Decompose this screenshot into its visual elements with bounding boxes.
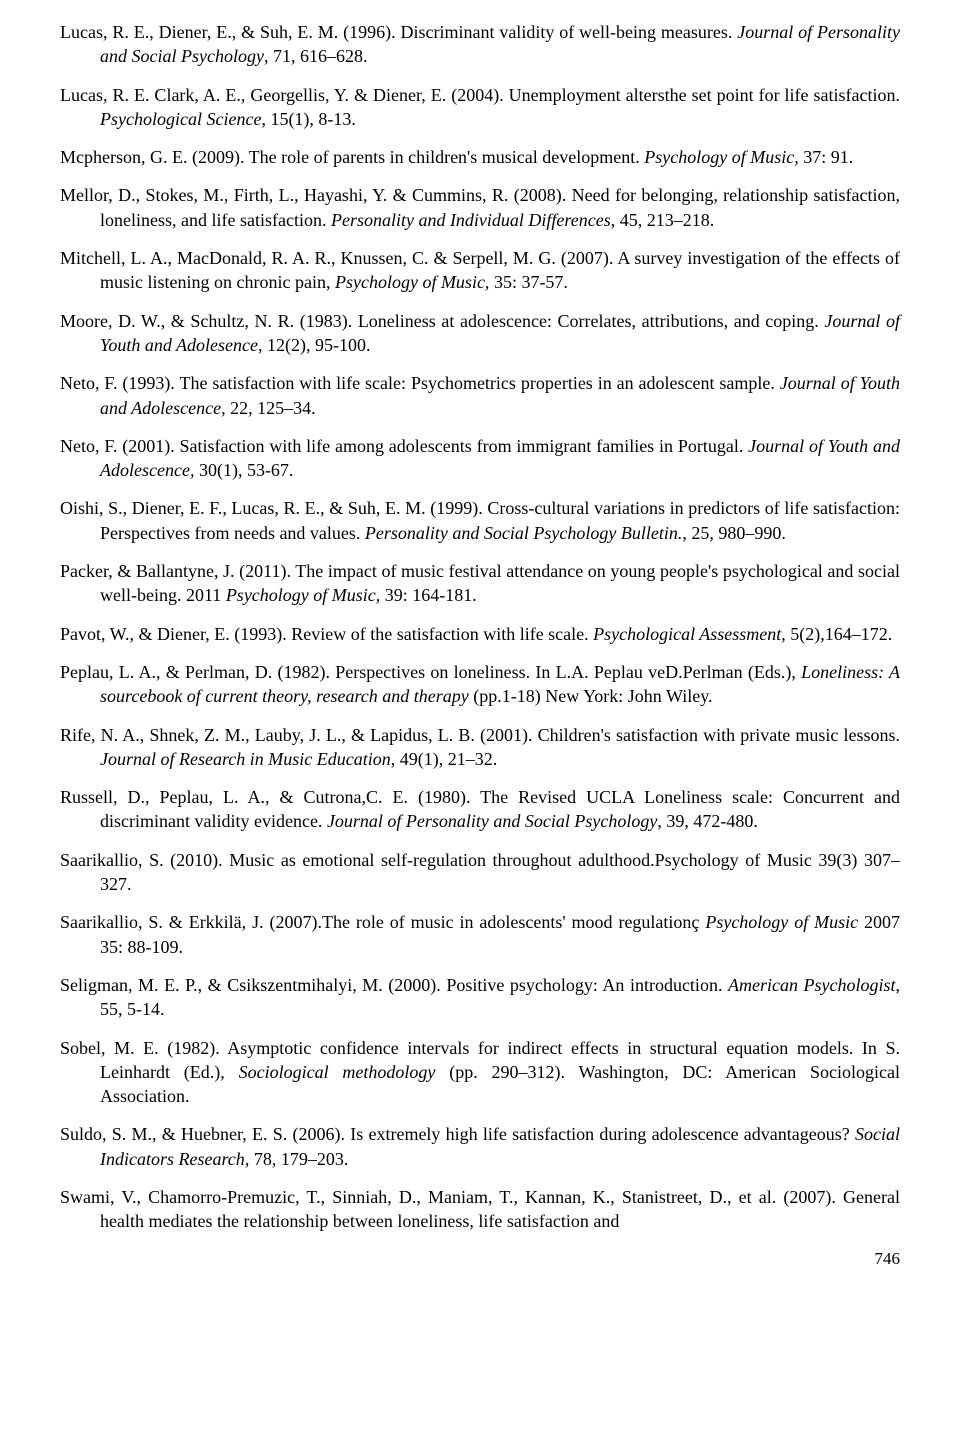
reference-text: Saarikallio, S. (2010). Music as emotion… (60, 850, 900, 894)
reference-journal: Psychological Assessment (593, 624, 781, 644)
reference-journal: American Psychologist (728, 975, 896, 995)
reference-item: Sobel, M. E. (1982). Asymptotic confiden… (60, 1036, 900, 1109)
reference-journal: Psychology of Music, (226, 585, 380, 605)
reference-item: Mellor, D., Stokes, M., Firth, L., Hayas… (60, 183, 900, 232)
reference-item: Mcpherson, G. E. (2009). The role of par… (60, 145, 900, 169)
reference-text: Neto, F. (2001). Satisfaction with life … (60, 436, 748, 456)
reference-journal: Journal of Research in Music Education (100, 749, 391, 769)
reference-item: Seligman, M. E. P., & Csikszentmihalyi, … (60, 973, 900, 1022)
references-list: Lucas, R. E., Diener, E., & Suh, E. M. (… (60, 20, 900, 1234)
reference-text: Pavot, W., & Diener, E. (1993). Review o… (60, 624, 593, 644)
reference-item: Mitchell, L. A., MacDonald, R. A. R., Kn… (60, 246, 900, 295)
reference-journal: Psychological Science (100, 109, 261, 129)
reference-tail: 37: 91. (799, 147, 854, 167)
reference-journal: Journal of Personality and Social Psycho… (327, 811, 657, 831)
reference-text: Saarikallio, S. & Erkkilä, J. (2007).The… (60, 912, 705, 932)
reference-text: Moore, D. W., & Schultz, N. R. (1983). L… (60, 311, 824, 331)
reference-item: Oishi, S., Diener, E. F., Lucas, R. E., … (60, 496, 900, 545)
reference-text: Suldo, S. M., & Huebner, E. S. (2006). I… (60, 1124, 855, 1144)
reference-journal: Psychology of Music (705, 912, 858, 932)
reference-text: Seligman, M. E. P., & Csikszentmihalyi, … (60, 975, 728, 995)
reference-item: Lucas, R. E. Clark, A. E., Georgellis, Y… (60, 83, 900, 132)
reference-item: Suldo, S. M., & Huebner, E. S. (2006). I… (60, 1122, 900, 1171)
reference-tail: 30(1), 53-67. (194, 460, 293, 480)
reference-item: Neto, F. (1993). The satisfaction with l… (60, 371, 900, 420)
reference-item: Saarikallio, S. (2010). Music as emotion… (60, 848, 900, 897)
reference-text: Swami, V., Chamorro-Premuzic, T., Sinnia… (60, 1187, 900, 1231)
reference-item: Swami, V., Chamorro-Premuzic, T., Sinnia… (60, 1185, 900, 1234)
reference-item: Lucas, R. E., Diener, E., & Suh, E. M. (… (60, 20, 900, 69)
page-number: 746 (60, 1248, 900, 1271)
reference-item: Moore, D. W., & Schultz, N. R. (1983). L… (60, 309, 900, 358)
reference-journal: Personality and Individual Differences (331, 210, 611, 230)
reference-tail: (pp.1-18) New York: John Wiley. (469, 686, 713, 706)
reference-journal: Sociological methodology (239, 1062, 436, 1082)
reference-tail: , 15(1), 8-13. (261, 109, 355, 129)
reference-text: Packer, & Ballantyne, J. (2011). The imp… (60, 561, 900, 605)
reference-journal: Psychology of Music, (335, 272, 489, 292)
reference-item: Pavot, W., & Diener, E. (1993). Review o… (60, 622, 900, 646)
reference-item: Packer, & Ballantyne, J. (2011). The imp… (60, 559, 900, 608)
reference-text: Rife, N. A., Shnek, Z. M., Lauby, J. L.,… (60, 725, 900, 745)
reference-item: Saarikallio, S. & Erkkilä, J. (2007).The… (60, 910, 900, 959)
reference-tail: , 49(1), 21–32. (391, 749, 498, 769)
reference-tail: , 25, 980–990. (682, 523, 786, 543)
reference-tail: , 22, 125–34. (221, 398, 316, 418)
reference-journal: Psychology of Music, (644, 147, 798, 167)
reference-item: Neto, F. (2001). Satisfaction with life … (60, 434, 900, 483)
reference-text: Lucas, R. E. Clark, A. E., Georgellis, Y… (60, 85, 900, 105)
reference-item: Peplau, L. A., & Perlman, D. (1982). Per… (60, 660, 900, 709)
reference-journal: Personality and Social Psychology Bullet… (365, 523, 682, 543)
reference-item: Russell, D., Peplau, L. A., & Cutrona,C.… (60, 785, 900, 834)
reference-text: Neto, F. (1993). The satisfaction with l… (60, 373, 780, 393)
reference-tail: , 12(2), 95-100. (258, 335, 370, 355)
reference-item: Rife, N. A., Shnek, Z. M., Lauby, J. L.,… (60, 723, 900, 772)
reference-tail: , 45, 213–218. (611, 210, 715, 230)
reference-tail: , 5(2),164–172. (781, 624, 892, 644)
reference-tail: , 78, 179–203. (245, 1149, 349, 1169)
reference-text: Lucas, R. E., Diener, E., & Suh, E. M. (… (60, 22, 737, 42)
reference-tail: 35: 37-57. (489, 272, 568, 292)
reference-tail: , 71, 616–628. (264, 46, 368, 66)
reference-tail: 39: 164-181. (380, 585, 477, 605)
reference-tail: , 39, 472-480. (657, 811, 758, 831)
reference-text: Peplau, L. A., & Perlman, D. (1982). Per… (60, 662, 801, 682)
reference-text: Mcpherson, G. E. (2009). The role of par… (60, 147, 644, 167)
